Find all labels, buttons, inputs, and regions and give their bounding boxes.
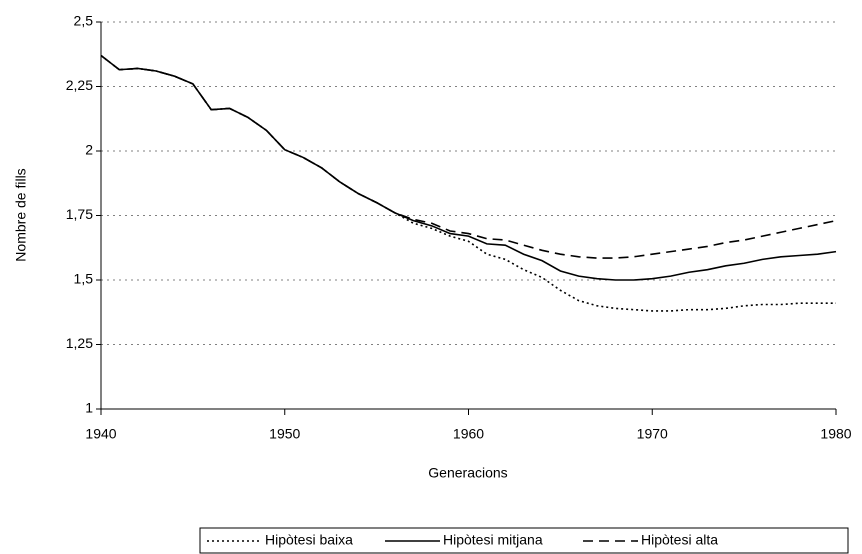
y-tick-label: 1,5 [74, 271, 94, 287]
legend-label: Hipòtesi mitjana [443, 532, 543, 548]
legend-label: Hipòtesi baixa [265, 532, 353, 548]
y-axis-title: Nombre de fills [13, 168, 29, 261]
legend-box [199, 527, 849, 554]
series-line [100, 54, 837, 281]
y-tick-label: 1 [85, 400, 93, 416]
y-tick-label: 2 [85, 142, 93, 158]
x-tick-label: 1950 [269, 426, 300, 442]
x-tick-label: 1960 [453, 426, 484, 442]
y-tick-label: 2,25 [66, 77, 93, 93]
series-line [100, 54, 837, 259]
series-line [100, 54, 836, 312]
x-axis-title: Generacions [428, 465, 507, 481]
x-tick-label: 1940 [85, 426, 116, 442]
y-tick-label: 2,5 [74, 13, 94, 29]
y-tick-label: 1,25 [66, 335, 93, 351]
y-tick-label: 1,75 [66, 206, 93, 222]
x-tick-label: 1980 [820, 426, 851, 442]
x-tick-label: 1970 [637, 426, 668, 442]
legend-label: Hipòtesi alta [641, 532, 718, 548]
